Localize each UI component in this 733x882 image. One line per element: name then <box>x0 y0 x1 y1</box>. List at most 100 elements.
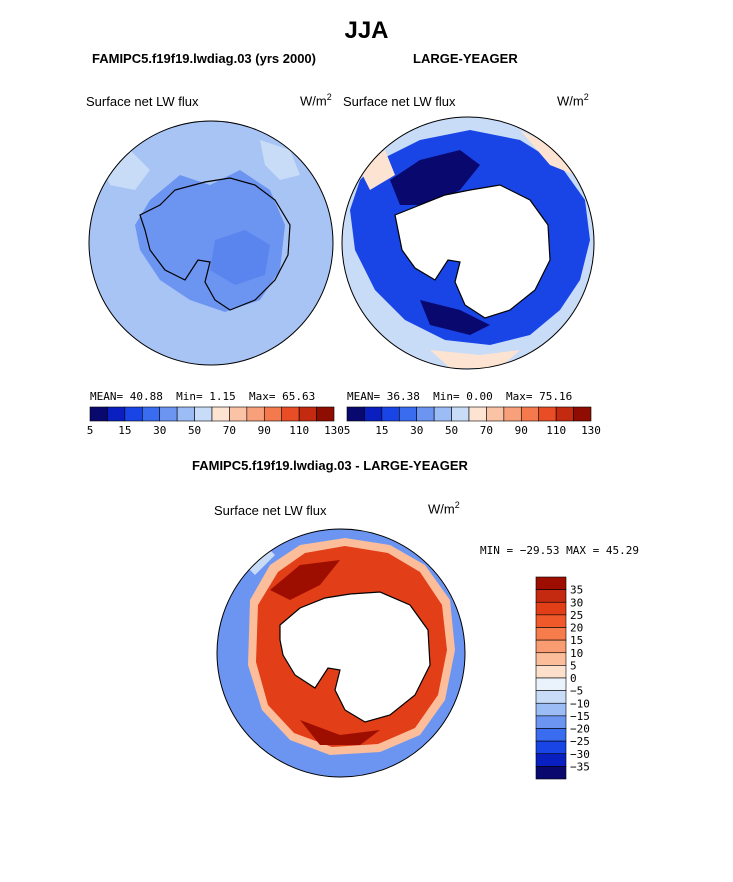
figure-title: JJA <box>344 17 389 44</box>
colorbar-difference-tick-label: −10 <box>570 697 590 710</box>
left-stats: MEAN= 40.88 Min= 1.15 Max= 65.63 <box>90 390 315 403</box>
colorbar-difference-swatch <box>535 715 567 729</box>
colorbar-model-tick-label: 90 <box>258 424 271 437</box>
colorbar-model-tick-label: 50 <box>188 424 201 437</box>
map-diff-dark-patch <box>270 560 340 600</box>
map-obs-coastline <box>394 184 551 319</box>
colorbar-difference-tick-label: −25 <box>570 735 590 748</box>
colorbar-difference-tick-label: −35 <box>570 760 590 773</box>
colorbar-model-tick-label: 130 <box>324 424 344 437</box>
colorbar-difference-tick-label: −30 <box>570 748 590 761</box>
right-min-value: 0.00 <box>466 390 493 403</box>
colorbar-obs-tick-label: 110 <box>546 424 566 437</box>
left-max-value: 65.63 <box>282 390 316 403</box>
colorbar-difference-swatch <box>535 589 567 603</box>
right-min-label: Min= <box>433 390 460 403</box>
colorbar-obs-swatch <box>520 406 540 422</box>
colorbar-difference-swatch <box>535 627 567 641</box>
colorbar-difference-tick-label: 30 <box>570 596 583 609</box>
colorbar-difference-tick-label: 10 <box>570 647 583 660</box>
right-stats: MEAN= 36.38 Min= 0.00 Max= 75.16 <box>347 390 572 403</box>
colorbar-difference-swatch <box>535 601 567 616</box>
colorbar-model-tick-label: 70 <box>223 424 236 437</box>
colorbar-obs-swatch <box>381 406 400 422</box>
map-model <box>89 121 333 365</box>
colorbar-obs-tick-label: 70 <box>480 424 493 437</box>
colorbar-obs: 5 15 30 50 70 90 110 130 <box>344 406 601 437</box>
colorbar-obs-tick-label: 50 <box>445 424 458 437</box>
difference-header: FAMIPC5.f19f19.lwdiag.03 - LARGE-YEAGER <box>192 458 468 473</box>
map-model-patch <box>210 230 270 285</box>
map-obs <box>342 117 594 369</box>
colorbar-obs-swatch <box>486 406 505 422</box>
colorbar-model-swatch <box>229 406 248 422</box>
colorbar-difference-tick-label: 20 <box>570 622 583 635</box>
right-panel-header: LARGE-YEAGER <box>413 51 518 66</box>
colorbar-difference-swatch <box>535 690 567 704</box>
colorbar-model-swatch <box>298 406 317 422</box>
colorbar-obs-tick-label: 130 <box>581 424 601 437</box>
colorbar-model-swatch <box>176 406 195 422</box>
right-variable-label: Surface net LW flux <box>343 94 456 109</box>
map-obs-border <box>341 116 595 370</box>
colorbar-difference-swatch <box>535 740 567 755</box>
colorbar-obs-tick-label: 30 <box>410 424 423 437</box>
colorbar-obs-swatch <box>573 406 592 422</box>
left-min-value: 1.15 <box>209 390 236 403</box>
left-min-label: Min= <box>176 390 203 403</box>
colorbar-model-swatch <box>211 406 230 422</box>
map-model-coastline <box>139 177 291 311</box>
right-mean-value: 36.38 <box>386 390 420 403</box>
left-panel-header: FAMIPC5.f19f19.lwdiag.03 (yrs 2000) <box>92 51 316 66</box>
map-model-border <box>88 120 334 366</box>
left-units-label: W/m2 <box>300 92 332 109</box>
colorbar-difference-tick-label: 15 <box>570 634 583 647</box>
map-obs-warm-patch <box>360 150 395 190</box>
right-mean-label: MEAN= <box>347 390 381 403</box>
colorbar-obs-swatch <box>503 406 522 422</box>
difference-variable-label: Surface net LW flux <box>214 503 327 518</box>
colorbar-obs-tick-label: 5 <box>344 424 351 437</box>
map-diff-border <box>216 528 466 778</box>
colorbar-difference-tick-label: −5 <box>570 685 583 698</box>
colorbar-model-swatch <box>263 406 283 422</box>
colorbar-difference-tick-label: 0 <box>570 672 577 685</box>
colorbar-model-swatch <box>316 406 335 422</box>
colorbar-difference-swatch <box>535 614 567 628</box>
colorbar-obs-swatch <box>555 406 574 422</box>
colorbar-difference-swatch <box>535 677 567 691</box>
colorbar-difference-swatch <box>535 665 567 679</box>
left-max-label: Max= <box>249 390 276 403</box>
map-diff-land <box>280 592 430 722</box>
left-mean-label: MEAN= <box>90 390 124 403</box>
colorbar-difference-swatch <box>535 753 567 767</box>
colorbar-difference-tick-label: 25 <box>570 609 583 622</box>
colorbar-obs-swatch <box>364 406 383 422</box>
colorbar-model-tick-label: 110 <box>289 424 309 437</box>
colorbar-obs-swatch <box>538 406 557 422</box>
colorbar-difference-swatch <box>535 702 567 717</box>
right-max-label: Max= <box>506 390 533 403</box>
colorbar-model-swatch <box>194 406 213 422</box>
map-obs-land <box>395 185 550 318</box>
colorbar-model-tick-label: 30 <box>153 424 166 437</box>
colorbar-obs-tick-label: 90 <box>515 424 528 437</box>
colorbar-obs-tick-label: 15 <box>375 424 388 437</box>
colorbar-model-swatch <box>246 406 265 422</box>
colorbar-obs-swatch <box>416 406 435 422</box>
colorbar-model-swatch <box>124 406 143 422</box>
map-diff <box>217 529 465 777</box>
colorbar-obs-swatch <box>398 406 418 422</box>
colorbar-obs-swatch <box>433 406 452 422</box>
difference-minmax: MIN = −29.53 MAX = 45.29 <box>480 544 639 557</box>
map-diff-dark-patch-2 <box>300 720 380 745</box>
map-obs-dark-patch <box>390 150 480 205</box>
colorbar-difference-tick-label: −15 <box>570 710 590 723</box>
colorbar-difference-swatch <box>535 576 567 590</box>
colorbar-difference-tick-label: −20 <box>570 723 590 736</box>
colorbar-model-swatch <box>281 406 300 422</box>
colorbar-model-swatch <box>141 406 161 422</box>
map-obs-dark-patch-2 <box>420 300 490 335</box>
